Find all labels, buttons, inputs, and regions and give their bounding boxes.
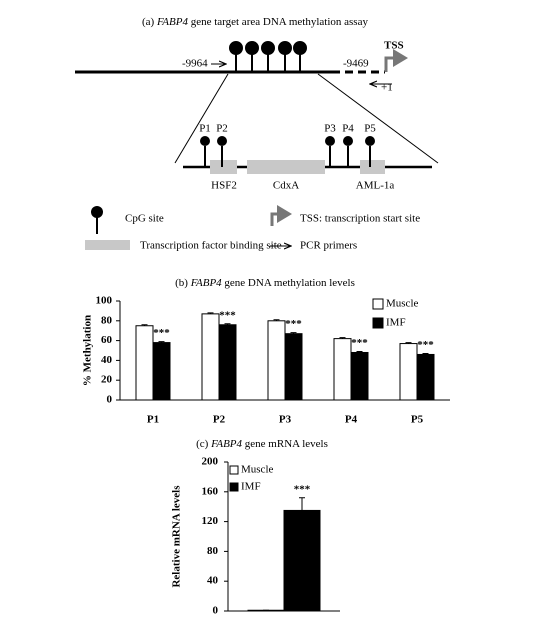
error-bar [339,337,346,339]
cpg-label: P2 [216,123,228,135]
bar [267,320,286,401]
bar [135,325,154,401]
y-tick-label: 200 [202,456,219,468]
title-part: (c) [196,438,209,450]
legend-text: TSS: transcription start site [300,213,420,225]
zoom-line [174,73,229,164]
legend-swatch [229,482,239,492]
x-tick-label: P5 [411,414,424,426]
bar [201,313,220,401]
error-bar [273,319,280,321]
legend-text: Transcription factor binding site [140,240,282,252]
error-bar [207,312,214,314]
y-tick-label: 20 [101,374,113,386]
site-label: AML-1a [356,180,395,192]
legend-swatch [229,465,239,475]
legend-label: Muscle [241,464,274,476]
significance: *** [285,318,302,330]
y-tick-label: 0 [107,394,113,406]
cpg-label: P4 [342,123,354,135]
significance: *** [351,337,368,349]
cpg-label: P3 [324,123,336,135]
y-axis-label: Relative mRNA levels [171,485,183,588]
y-tick-label: 80 [207,545,219,557]
legend-swatch [372,298,384,310]
binding-site [210,160,237,174]
y-tick-label: 40 [101,354,113,366]
error-bar [141,324,148,326]
bar [218,324,237,401]
legend-label: IMF [386,317,406,329]
bar [152,342,171,401]
y-tick-label: 120 [202,515,219,527]
significance: *** [153,327,170,339]
error-bar [224,323,231,325]
cpg-site [325,136,335,146]
cpg-site [200,136,210,146]
y-tick-label: 0 [213,605,219,617]
error-bar [422,352,429,355]
title-part: gene DNA methylation levels [224,277,354,289]
site-label: CdxA [273,180,299,192]
bar [284,333,303,401]
cpg-cluster [229,41,307,72]
error-bar [405,342,412,344]
panel-a-title: (a) FABP4 gene target area DNA methylati… [142,16,368,28]
cpg-site [217,136,227,146]
error-bar [299,497,305,511]
cpg-site [365,136,375,146]
legend-label: IMF [241,481,261,493]
legend-swatch [372,317,384,329]
bar [399,343,418,401]
y-tick-label: 40 [207,575,219,587]
title-rest: gene target area DNA methylation assay [191,16,369,28]
error-bar [356,350,363,353]
legend-label: Muscle [386,298,419,310]
tss-label: TSS [384,40,404,52]
legend-cpg-icon [91,206,103,218]
y-tick-label: 60 [101,334,113,346]
bar [416,353,435,401]
legend-tss-icon [270,205,292,226]
title-prefix: (a) [142,16,155,28]
x-tick-label: P2 [213,414,226,426]
significance: *** [219,309,236,321]
cpg-label: P5 [364,123,376,135]
primer-left: -9964 [182,58,208,70]
chart-title: (c) FABP4 gene mRNA levels [196,438,328,450]
y-tick-label: 100 [96,295,113,307]
legend-text: PCR primers [300,240,357,252]
cpg-site [343,136,353,146]
site-label: HSF2 [211,180,237,192]
error-bar [158,341,165,343]
legend-text: CpG site [125,213,164,225]
error-bar [290,332,297,334]
binding-site [247,160,325,174]
x-tick-label: P1 [147,414,159,426]
bar [350,351,369,401]
zoom-line [317,73,439,164]
primer-right: -9469 [343,58,369,70]
significance: *** [417,339,434,351]
title-part: (b) [175,277,188,289]
title-part: FABP4 [190,277,222,289]
y-tick-label: 160 [202,485,219,497]
tss-arrow [384,49,408,72]
cpg-label: P1 [199,123,211,135]
title-part: gene mRNA levels [245,438,328,450]
title-part: FABP4 [210,438,242,450]
title-gene: FABP4 [156,16,188,28]
bar [333,338,352,401]
x-tick-label: P4 [345,414,358,426]
significance: *** [294,483,311,495]
binding-site [360,160,385,174]
y-axis-label: % Methylation [82,315,94,386]
plus-one: +1 [381,82,393,94]
bar [283,509,321,612]
legend-site-icon [85,240,130,250]
x-tick-label: P3 [279,414,292,426]
y-tick-label: 80 [101,314,113,326]
chart-title: (b) FABP4 gene DNA methylation levels [175,277,355,289]
